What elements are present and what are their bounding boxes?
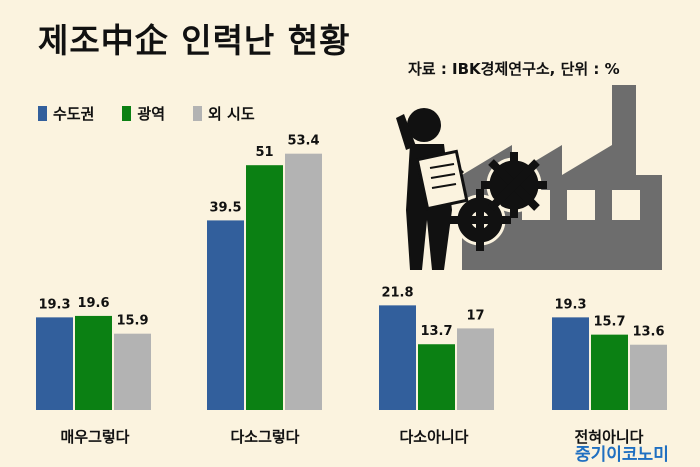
bar	[552, 317, 589, 410]
legend-swatch	[122, 106, 132, 121]
data-label: 53.4	[287, 134, 319, 149]
legend-label: 수도권	[53, 105, 95, 123]
bar	[75, 315, 112, 410]
bar	[379, 305, 416, 410]
data-label: 15.7	[593, 315, 625, 330]
bar	[457, 328, 494, 410]
bar	[114, 333, 151, 410]
bar	[36, 317, 73, 410]
bar	[207, 220, 244, 410]
worker-factory-gears-icon	[396, 85, 662, 270]
bar	[591, 334, 628, 410]
data-label: 17	[466, 308, 484, 323]
data-label: 51	[255, 145, 273, 160]
legend-swatch	[193, 106, 203, 121]
publisher-watermark: 중기이코노미	[575, 445, 669, 465]
category-label: 전혀아니다	[574, 428, 643, 446]
data-label: 19.3	[554, 297, 586, 312]
bar	[630, 344, 667, 410]
data-label: 19.3	[38, 297, 70, 312]
legend: 수도권 광역 외 시도	[38, 103, 255, 124]
legend-item-seoul-metro: 수도권	[38, 103, 94, 124]
legend-item-metropolitan: 광역	[122, 103, 165, 124]
data-label: 15.9	[116, 314, 148, 329]
data-label: 39.5	[209, 200, 241, 215]
legend-label: 광역	[137, 105, 166, 123]
legend-swatch	[38, 106, 47, 121]
category-label: 다소아니다	[399, 428, 468, 446]
chart-title: 제조中企 인력난 현황	[38, 21, 351, 60]
category-label: 다소그렇다	[230, 428, 299, 446]
bar	[418, 344, 455, 410]
data-label: 13.6	[632, 325, 664, 340]
source-note: 자료 : IBK경제연구소, 단위 : %	[408, 60, 620, 78]
data-label: 13.7	[420, 324, 452, 339]
legend-label: 외 시도	[208, 105, 255, 123]
legend-item-other: 외 시도	[193, 103, 255, 124]
data-label: 19.6	[77, 296, 109, 311]
category-label: 매우그렇다	[60, 428, 129, 446]
data-label: 21.8	[381, 285, 413, 300]
bar	[246, 165, 283, 410]
bar	[285, 153, 322, 410]
